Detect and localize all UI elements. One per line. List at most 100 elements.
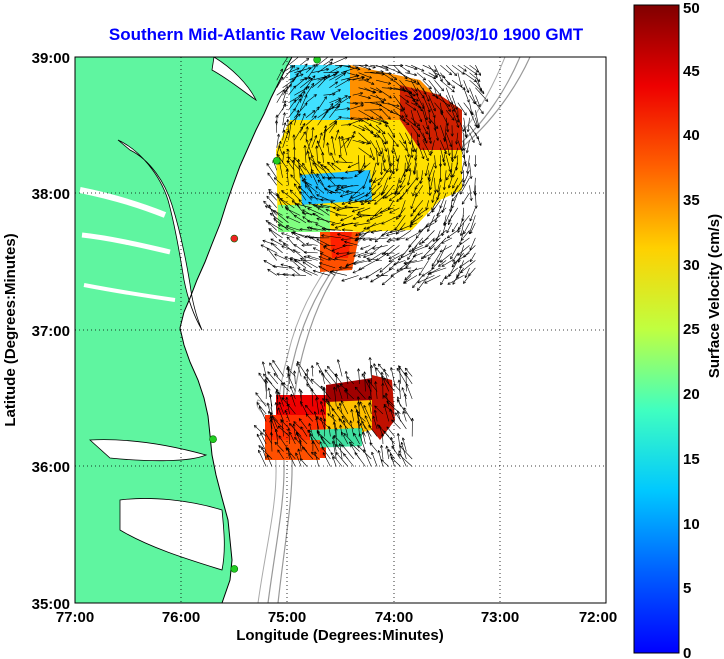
- velocity-arrow: [441, 237, 453, 244]
- velocity-arrow: [450, 125, 454, 137]
- velocity-arrow: [294, 102, 308, 118]
- velocity-arrow: [310, 169, 318, 178]
- velocity-arrow: [405, 252, 418, 269]
- velocity-arrow: [397, 252, 412, 261]
- velocity-arrow: [361, 373, 372, 392]
- velocity-arrow: [316, 173, 324, 186]
- velocity-arrow: [428, 102, 436, 119]
- velocity-arrow: [358, 433, 366, 452]
- velocity-arrow: [417, 275, 435, 284]
- x-tick-labels: 77:00 76:00 75:00 74:00 73:00 72:00: [56, 609, 617, 626]
- velocity-arrow: [460, 230, 470, 241]
- velocity-arrow: [362, 170, 371, 190]
- velocity-arrow: [451, 110, 460, 128]
- velocity-arrow: [451, 79, 466, 90]
- velocity-arrow: [410, 110, 417, 127]
- velocity-arrow: [282, 112, 286, 126]
- velocity-arrow: [271, 416, 284, 430]
- velocity-arrow: [422, 125, 428, 135]
- velocity-arrow: [258, 449, 267, 467]
- y-tick-label: 38:00: [32, 186, 70, 203]
- velocity-arrow: [387, 132, 399, 147]
- velocity-arrow: [262, 428, 273, 445]
- velocity-arrow: [448, 260, 459, 277]
- velocity-arrow: [353, 260, 371, 266]
- y-tick-label: 39:00: [32, 50, 70, 67]
- velocity-arrow: [457, 215, 470, 231]
- velocity-arrow: [399, 72, 417, 83]
- velocity-arrow: [468, 267, 476, 277]
- velocity-arrow: [440, 102, 444, 116]
- bay-tributary: [83, 283, 176, 302]
- velocity-arrow: [469, 252, 476, 263]
- velocity-arrow: [367, 192, 383, 205]
- velocity-arrow: [318, 265, 336, 276]
- velocity-arrow: [410, 95, 418, 106]
- velocity-arrow: [323, 58, 334, 66]
- velocity-arrow: [412, 200, 424, 213]
- velocity-arrow: [267, 387, 273, 407]
- velocity-arrow: [305, 94, 317, 103]
- velocity-arrow: [353, 432, 360, 445]
- velocity-arrow: [352, 75, 365, 81]
- velocity-arrow: [390, 456, 401, 467]
- bay-tributary: [81, 232, 171, 255]
- velocity-arrow: [326, 365, 337, 377]
- velocity-arrow: [266, 162, 278, 178]
- velocity-arrow: [370, 125, 381, 133]
- velocity-arrow: [461, 140, 465, 151]
- velocity-arrow: [416, 140, 425, 160]
- velocity-arrow: [336, 406, 349, 422]
- velocity-arrow: [354, 386, 366, 400]
- velocity-arrow: [405, 177, 418, 193]
- velocity-arrow: [336, 359, 343, 377]
- velocity-arrow: [340, 138, 350, 148]
- velocity-arrow: [457, 117, 465, 132]
- velocity-arrow: [395, 155, 400, 172]
- velocity-arrow: [267, 371, 279, 385]
- velocity-arrow: [362, 237, 377, 242]
- velocity-arrow: [463, 222, 470, 235]
- velocity-arrow: [369, 442, 378, 452]
- velocity-arrow: [316, 416, 331, 430]
- velocity-arrow: [289, 189, 301, 201]
- velocity-arrow: [456, 110, 460, 123]
- velocity-arrow: [339, 383, 349, 392]
- velocity-arrow: [331, 267, 347, 273]
- velocity-arrow: [457, 102, 467, 116]
- velocity-arrow: [459, 260, 470, 268]
- velocity-arrow: [475, 80, 485, 95]
- velocity-arrow: [396, 399, 407, 415]
- velocity-arrow: [382, 395, 395, 407]
- velocity-arrow: [317, 132, 323, 148]
- colorbar-tick-label: 30: [683, 257, 700, 274]
- velocity-arrow: [475, 87, 489, 102]
- velocity-arrow: [357, 207, 371, 214]
- velocity-arrow: [258, 445, 273, 460]
- velocity-arrow: [368, 395, 372, 407]
- velocity-arrow: [312, 162, 324, 178]
- velocity-arrow: [387, 449, 395, 460]
- velocity-arrow: [321, 446, 331, 460]
- velocity-arrow: [288, 73, 304, 81]
- velocity-arrow: [340, 64, 361, 71]
- velocity-arrow: [451, 222, 459, 233]
- velocity-arrow: [375, 140, 383, 155]
- velocity-arrow: [416, 275, 429, 291]
- velocity-arrow: [463, 245, 476, 258]
- velocity-arrow: [358, 64, 372, 71]
- velocity-arrow: [368, 357, 372, 377]
- velocity-arrow: [439, 245, 453, 253]
- velocity-arrow: [300, 400, 308, 415]
- velocity-arrow: [445, 140, 451, 156]
- velocity-arrow: [299, 113, 306, 126]
- velocity-arrow: [280, 263, 295, 269]
- velocity-arrow: [377, 363, 390, 377]
- velocity-arrow: [368, 424, 378, 437]
- velocity-arrow: [381, 375, 390, 392]
- velocity-arrow: [338, 266, 353, 270]
- velocity-arrow: [278, 401, 284, 415]
- velocity-arrow: [468, 215, 476, 235]
- velocity-arrow: [364, 117, 382, 125]
- velocity-arrow: [451, 185, 459, 197]
